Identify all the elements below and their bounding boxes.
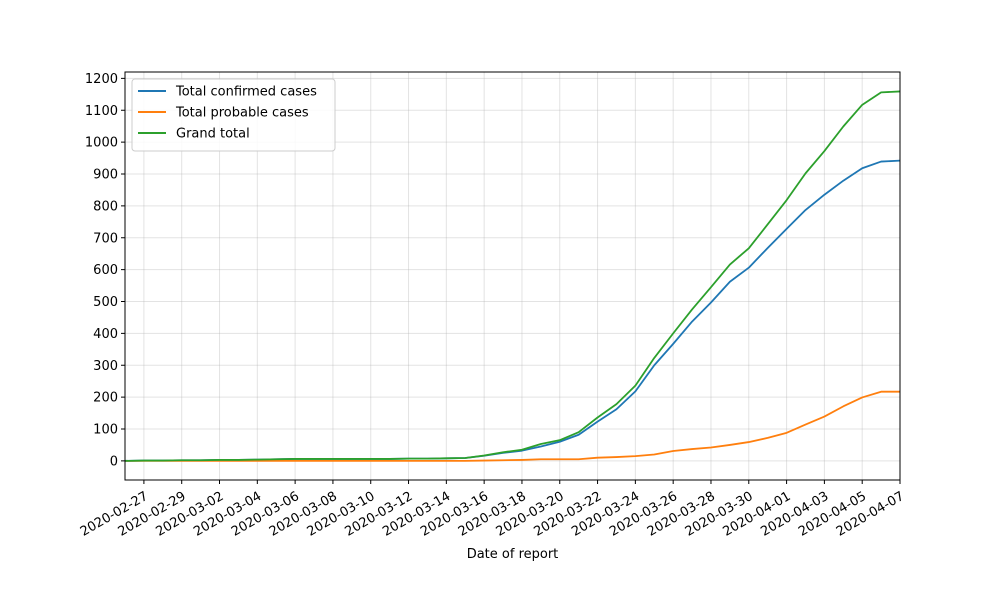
series-line — [125, 390, 900, 462]
y-tick-label: 1000 — [85, 136, 118, 151]
y-tick-label: 1100 — [85, 104, 118, 119]
legend-label: Total confirmed cases — [175, 85, 317, 100]
legend-box — [131, 78, 336, 152]
legend: Total confirmed cases Total probable case… — [131, 78, 336, 152]
x-axis-label: Date of report — [467, 547, 559, 562]
y-tick-label: 100 — [93, 423, 118, 438]
y-axis: 0 100 200 300 400 500 600 700 800 900 1000 1100 1200 — [85, 72, 125, 469]
y-tick-label: 700 — [93, 231, 118, 246]
legend-label: Total probable cases — [175, 106, 309, 121]
y-tick-label: 400 — [93, 327, 118, 342]
y-tick-label: 900 — [93, 168, 118, 183]
y-tick-label: 600 — [93, 263, 118, 278]
legend-label: Grand total — [176, 127, 250, 142]
y-tick-label: 800 — [93, 199, 118, 214]
y-tick-label: 1200 — [85, 72, 118, 87]
plot-frame — [124, 71, 901, 481]
y-tick-label: 300 — [93, 359, 118, 374]
y-tick-label: 0 — [110, 454, 118, 469]
y-tick-label: 200 — [93, 391, 118, 406]
x-axis: 2020-02-272020-02-292020-03-022020-03-04… — [78, 480, 907, 540]
series-lines — [124, 90, 901, 462]
y-tick-label: 500 — [93, 295, 118, 310]
series-line — [124, 90, 901, 462]
